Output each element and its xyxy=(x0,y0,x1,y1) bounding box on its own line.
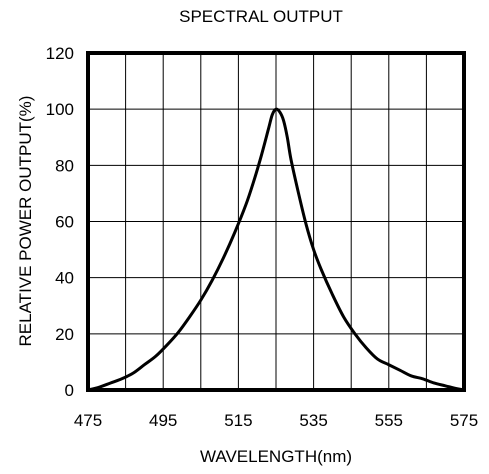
x-tick-label: 495 xyxy=(149,411,177,430)
spectral-curve xyxy=(86,107,466,392)
x-tick-label: 515 xyxy=(224,411,252,430)
series-lines xyxy=(86,107,466,392)
y-tick-label: 100 xyxy=(46,100,74,119)
y-axis-label: RELATIVE POWER OUTPUT(%) xyxy=(16,96,35,347)
y-tick-label: 40 xyxy=(55,269,74,288)
x-tick-label: 535 xyxy=(299,411,327,430)
chart-title: SPECTRAL OUTPUT xyxy=(179,7,343,26)
x-tick-label: 575 xyxy=(450,411,478,430)
y-tick-label: 0 xyxy=(65,381,74,400)
y-tick-label: 120 xyxy=(46,44,74,63)
x-axis-label: WAVELENGTH(nm) xyxy=(200,447,352,466)
y-tick-label: 20 xyxy=(55,325,74,344)
x-tick-label: 555 xyxy=(375,411,403,430)
x-tick-label: 475 xyxy=(74,411,102,430)
tick-labels: 475 495 515 535 555 575 0 20 40 60 80 100 120 xyxy=(46,44,479,430)
y-tick-label: 80 xyxy=(55,156,74,175)
y-tick-label: 60 xyxy=(55,213,74,232)
plot-frame xyxy=(86,51,466,392)
grid-lines xyxy=(87,52,465,391)
